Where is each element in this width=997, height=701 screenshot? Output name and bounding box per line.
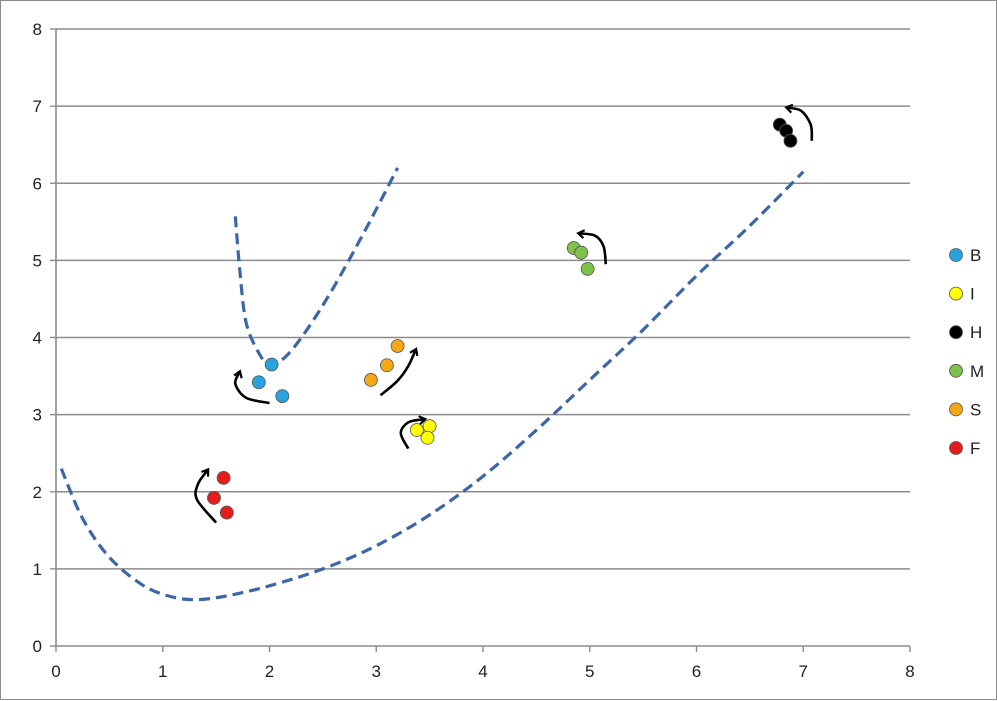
legend-label-f: F bbox=[970, 439, 980, 458]
point-s-3 bbox=[390, 339, 405, 353]
x-tick-label: 2 bbox=[265, 662, 274, 681]
y-tick-label: 5 bbox=[33, 251, 42, 270]
x-tick-label: 3 bbox=[372, 662, 381, 681]
point-i-3 bbox=[420, 430, 435, 445]
legend-label-m: M bbox=[970, 362, 984, 381]
point-f-1 bbox=[207, 491, 221, 505]
legend-label-s: S bbox=[970, 400, 981, 419]
y-tick-label: 0 bbox=[33, 637, 42, 656]
y-tick-label: 6 bbox=[33, 174, 42, 193]
point-b-3 bbox=[275, 389, 290, 404]
point-m-2 bbox=[574, 245, 589, 260]
dashed-curves bbox=[59, 167, 805, 602]
y-tick-label: 3 bbox=[33, 406, 42, 425]
point-s-1 bbox=[364, 373, 378, 387]
legend-marker-i bbox=[949, 286, 963, 301]
dashed-curve-1 bbox=[233, 167, 400, 367]
point-i-1 bbox=[409, 423, 424, 437]
curved-arrow-4 bbox=[399, 415, 428, 450]
axes: 0 1 2 3 4 5 6 7 8 0 1 2 3 4 5 6 7 8 bbox=[33, 20, 915, 681]
x-tick-label: 6 bbox=[692, 662, 701, 681]
curved-arrow-2 bbox=[194, 467, 218, 524]
point-h-3 bbox=[783, 133, 798, 148]
curved-arrow-3 bbox=[379, 347, 419, 397]
point-m-3 bbox=[580, 261, 595, 276]
arrows bbox=[194, 103, 814, 524]
y-tick-label: 7 bbox=[33, 97, 42, 116]
point-b-1 bbox=[251, 375, 266, 390]
point-b-2 bbox=[264, 357, 279, 372]
point-f-3 bbox=[219, 505, 234, 520]
grid-lines bbox=[56, 28, 910, 570]
y-tick-label: 2 bbox=[33, 483, 42, 502]
point-f-2 bbox=[216, 470, 231, 485]
x-tick-label: 1 bbox=[158, 662, 167, 681]
curved-arrow-6 bbox=[784, 103, 814, 141]
x-tick-label: 7 bbox=[799, 662, 808, 681]
x-tick-label: 4 bbox=[478, 662, 487, 681]
legend-label-b: B bbox=[970, 246, 981, 265]
legend-marker-f bbox=[949, 441, 963, 455]
legend-marker-h bbox=[949, 325, 963, 340]
y-tick-label: 8 bbox=[33, 20, 42, 39]
legend-label-h: H bbox=[970, 323, 982, 342]
x-tick-label: 8 bbox=[905, 662, 914, 681]
legend-marker-s bbox=[949, 402, 963, 417]
y-tick-label: 4 bbox=[33, 329, 42, 348]
point-s-2 bbox=[380, 358, 394, 373]
dashed-curve-2 bbox=[59, 170, 805, 602]
point-i-2 bbox=[422, 419, 437, 434]
curved-arrow-1 bbox=[233, 369, 270, 405]
y-tick-label: 1 bbox=[33, 560, 42, 579]
legend: B IH MS F bbox=[949, 246, 984, 458]
data-points bbox=[207, 117, 798, 520]
curved-arrow-5 bbox=[576, 229, 608, 265]
x-tick-label: 5 bbox=[585, 662, 594, 681]
legend-marker-m bbox=[949, 363, 963, 378]
legend-marker-b bbox=[949, 248, 963, 262]
legend-label-i: I bbox=[970, 285, 975, 304]
x-tick-label: 0 bbox=[51, 662, 60, 681]
